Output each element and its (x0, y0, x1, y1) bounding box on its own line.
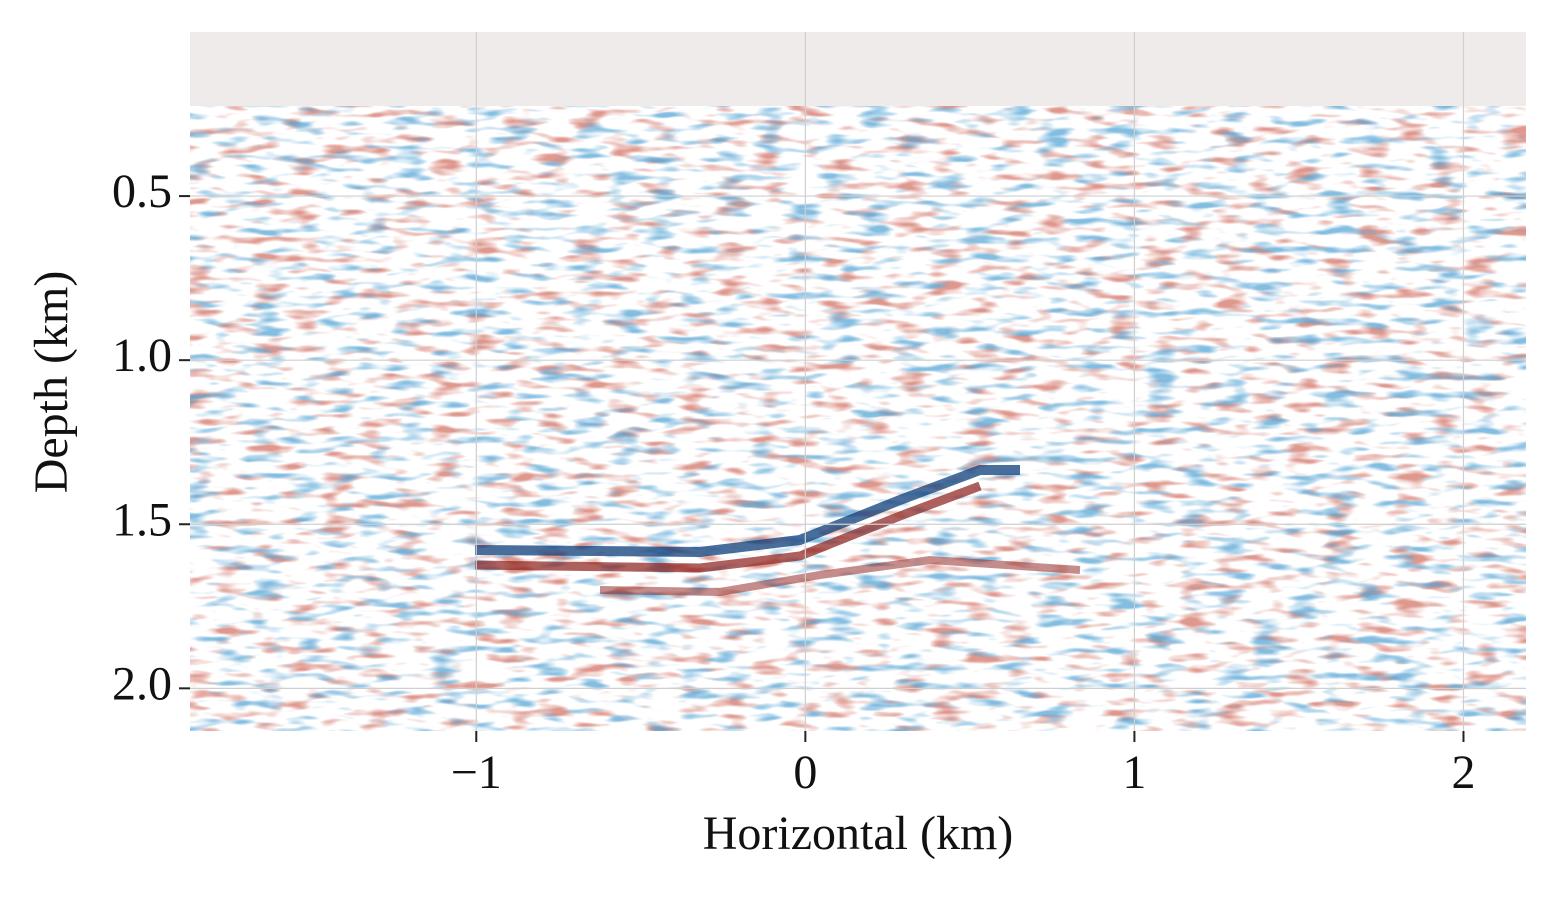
y-axis-label: Depth (km) (25, 271, 78, 494)
x-tick-label: 1 (1122, 746, 1146, 799)
water-layer (190, 32, 1526, 106)
x-axis-label: Horizontal (km) (703, 807, 1014, 860)
x-tick-label: 2 (1451, 746, 1475, 799)
axes: −1 0 1 2 0.5 1.0 1.5 2.0 (112, 32, 1526, 799)
y-tick-label: 0.5 (112, 165, 172, 218)
negative-amplitude (190, 106, 1526, 731)
reflector (474, 465, 1020, 558)
y-tick-label: 1.5 (112, 493, 172, 546)
reflector (599, 555, 1081, 597)
y-tick-label: 2.0 (112, 657, 172, 710)
x-tick-label: −1 (451, 746, 502, 799)
seismic-image (190, 32, 1526, 731)
x-tick-label: 0 (793, 746, 817, 799)
y-tick-label: 1.0 (112, 329, 172, 382)
reflector (474, 481, 982, 573)
